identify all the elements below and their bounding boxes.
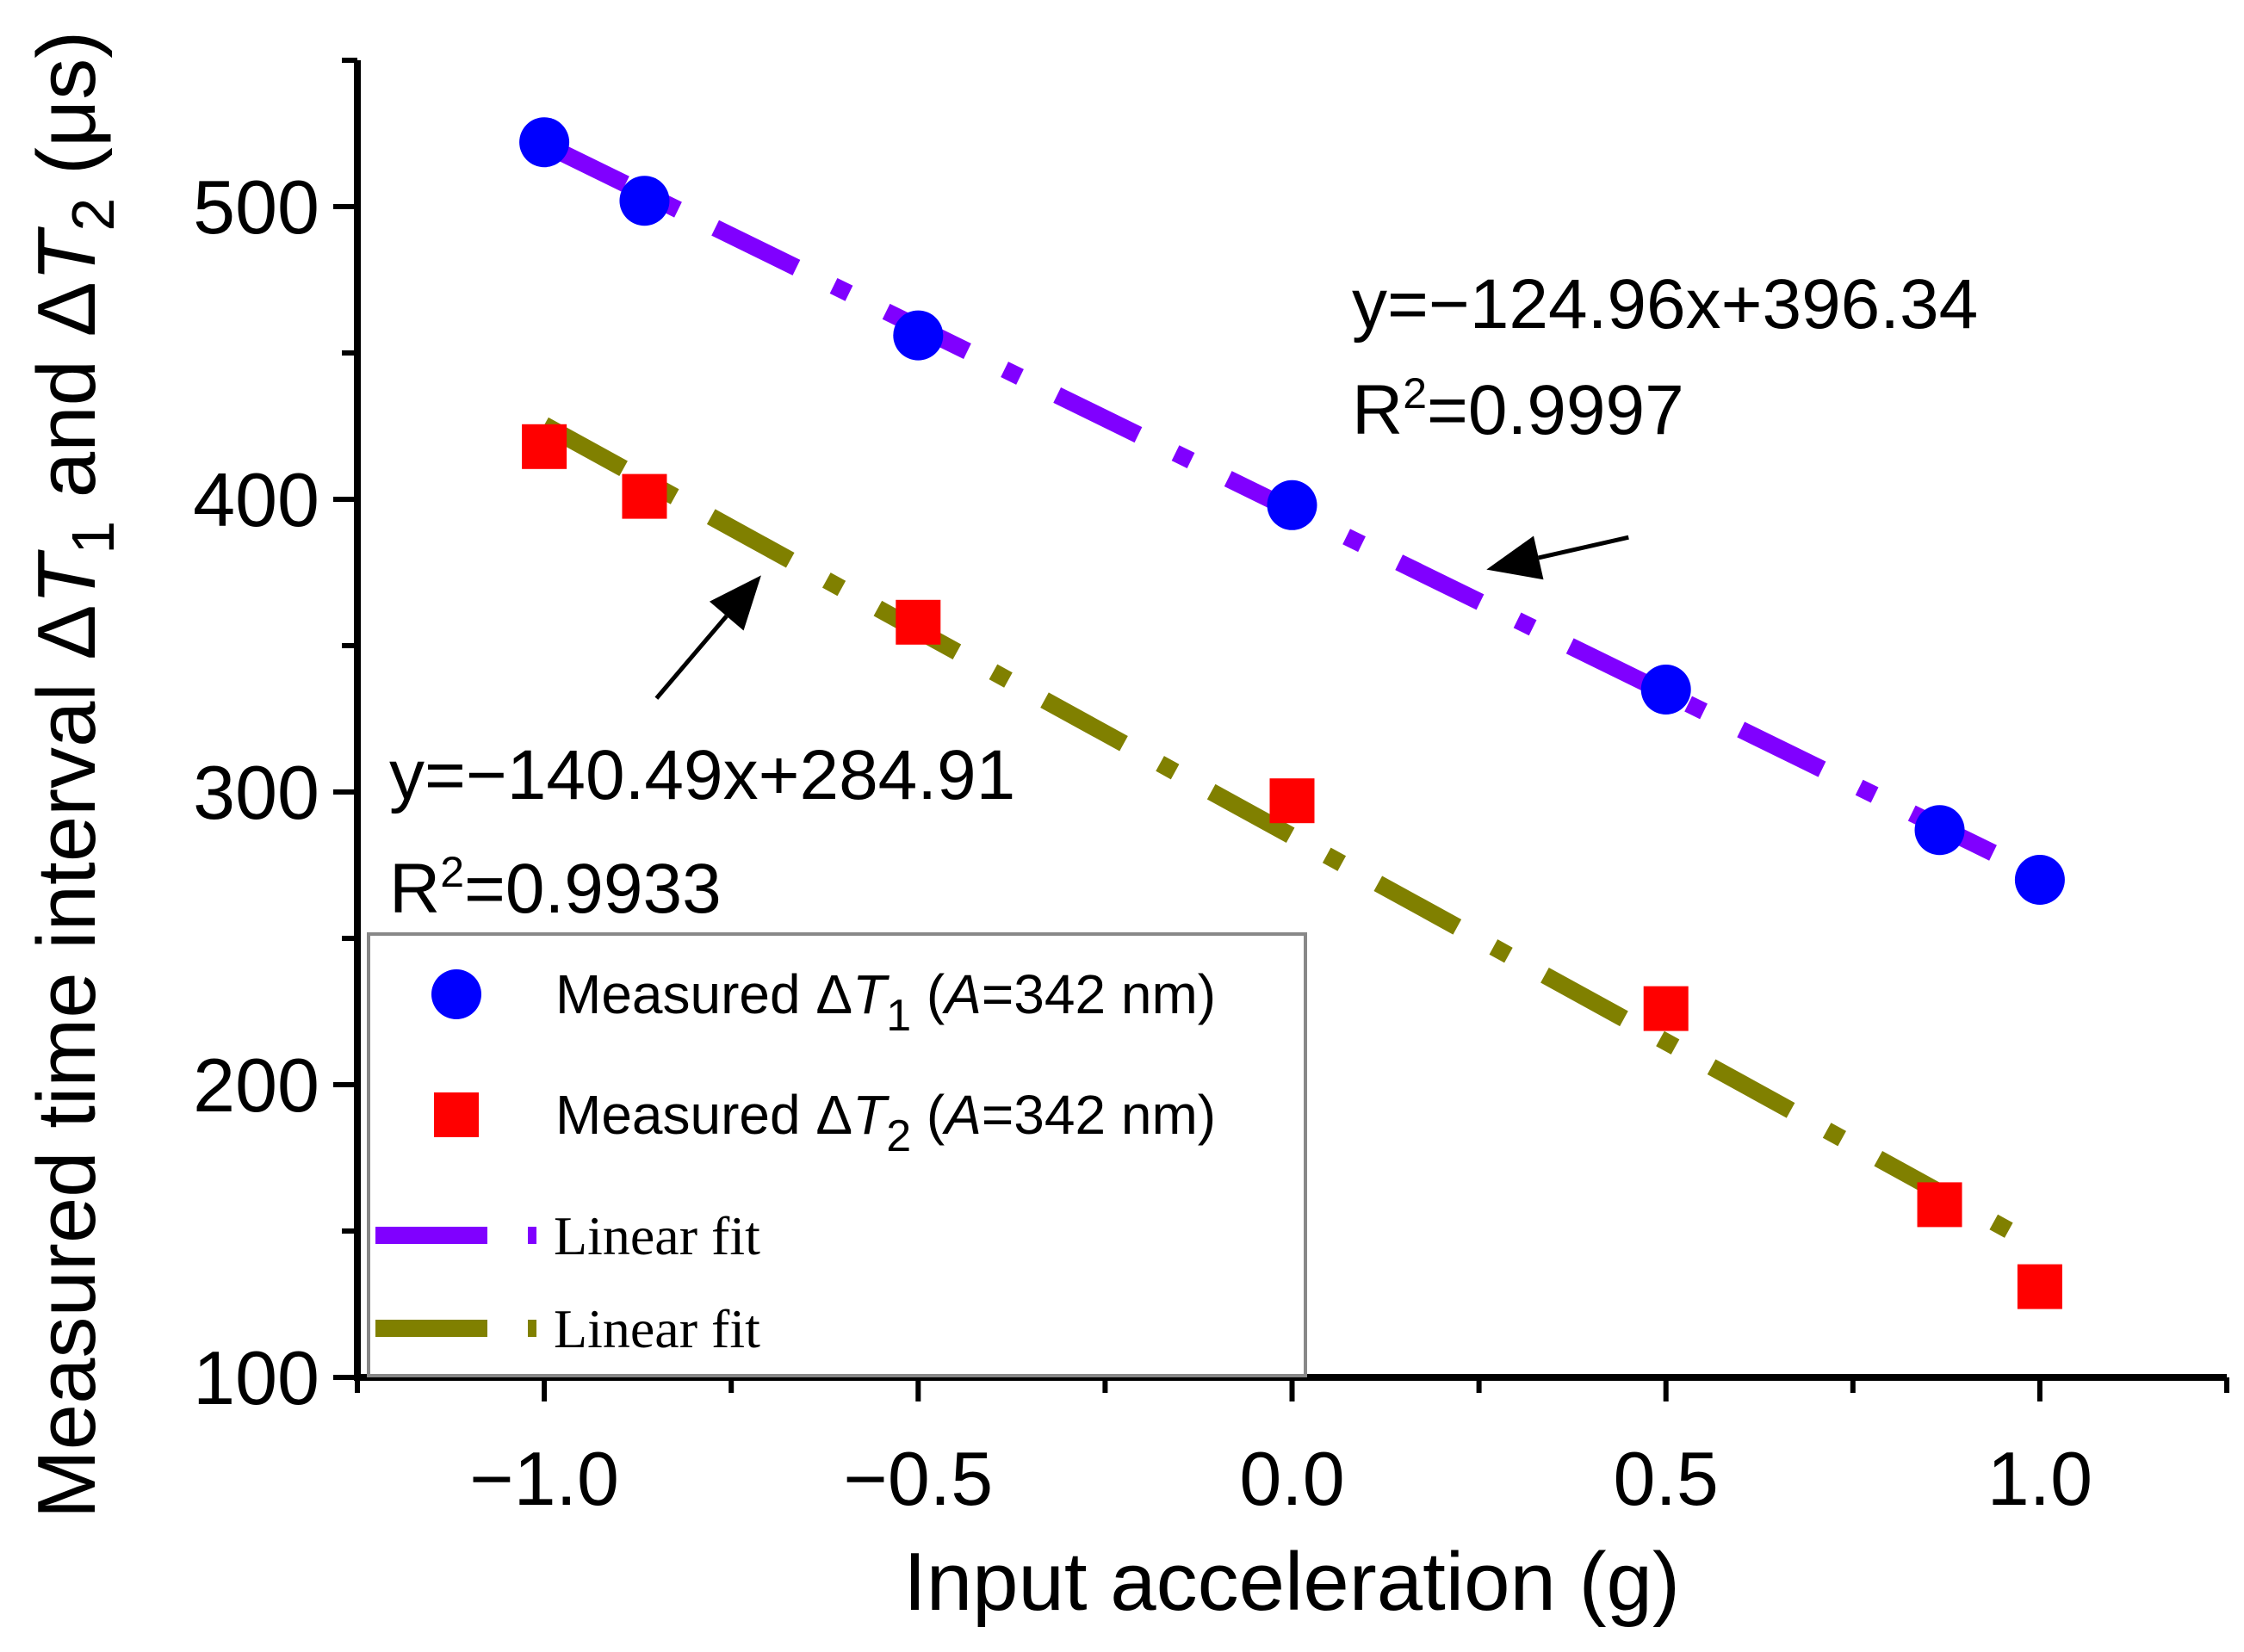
fit-line-2 [540, 417, 2044, 1255]
legend-items: Measured ΔT1 (A=342 nm) Measured ΔT2 (A=3… [375, 963, 1216, 1359]
series-2-point [896, 599, 941, 645]
series-1-point [619, 176, 670, 226]
legend-label: Linear fit [554, 1205, 760, 1266]
y-tick-label: 200 [193, 1043, 319, 1128]
annotations: y=−124.96x+396.34 R2=0.9997 y=−140.49x+2… [389, 265, 1978, 928]
x-tick-label: 0.0 [1239, 1436, 1344, 1521]
fit-2-r-squared: R2=0.9933 [389, 848, 722, 928]
y-tick-label: 100 [193, 1335, 319, 1420]
series-2-point [522, 424, 567, 469]
y-axis-title: Measured time interval ΔT1 and ΔT2 (μs) [21, 31, 127, 1519]
y-tick-label: 400 [193, 457, 319, 542]
fit-1-r-squared: R2=0.9997 [1352, 369, 1684, 449]
data-points-layer [519, 117, 2065, 1309]
legend-label: Linear fit [554, 1298, 760, 1359]
fit-1-arrow-head [1486, 535, 1544, 580]
legend: Measured ΔT1 (A=342 nm) Measured ΔT2 (A=3… [367, 932, 1307, 1377]
series-1-point [1914, 805, 1965, 856]
y-tick-label: 300 [193, 750, 319, 835]
fit-2-arrow-shaft [654, 614, 728, 700]
fit-2-equation: y=−140.49x+284.91 [389, 736, 1015, 814]
x-tick-label: −1.0 [469, 1436, 619, 1521]
series-2-point [1643, 986, 1689, 1031]
series-1-point [893, 310, 944, 361]
series-2-point [2017, 1264, 2062, 1309]
x-tick-label: −0.5 [843, 1436, 993, 1521]
series-1-point [1640, 665, 1691, 715]
fit-2-r2-superscript: 2 [440, 848, 464, 896]
ticks-layer: −1.0 −0.5 0.0 0.5 1.0 100 200 300 400 500 [193, 58, 2229, 1521]
fit-2-arrow-head [709, 575, 761, 631]
series-2-point [1269, 778, 1315, 824]
x-tick-label: 0.5 [1614, 1436, 1719, 1521]
fit-1-arrow-shaft [1538, 535, 1629, 560]
series-2-point [1917, 1182, 1962, 1228]
legend-marker-circle [431, 969, 481, 1019]
legend-box [367, 932, 1307, 1377]
fit-1-r2-superscript: 2 [1403, 369, 1427, 418]
x-tick-label: 1.0 [1987, 1436, 2092, 1521]
series-1-point [1267, 480, 1317, 530]
fit-1-equation: y=−124.96x+396.34 [1352, 265, 1978, 343]
legend-label: Measured ΔT1 (A=342 nm) [555, 963, 1216, 1041]
series-2-point [622, 473, 667, 519]
series-1-point [2014, 855, 2065, 905]
legend-label: Measured ΔT2 (A=342 nm) [555, 1084, 1216, 1161]
y-tick-label: 500 [193, 164, 319, 250]
x-axis-title: Input acceleration (g) [903, 1536, 1680, 1628]
series-1-point [519, 117, 570, 168]
legend-marker-square [434, 1092, 479, 1137]
